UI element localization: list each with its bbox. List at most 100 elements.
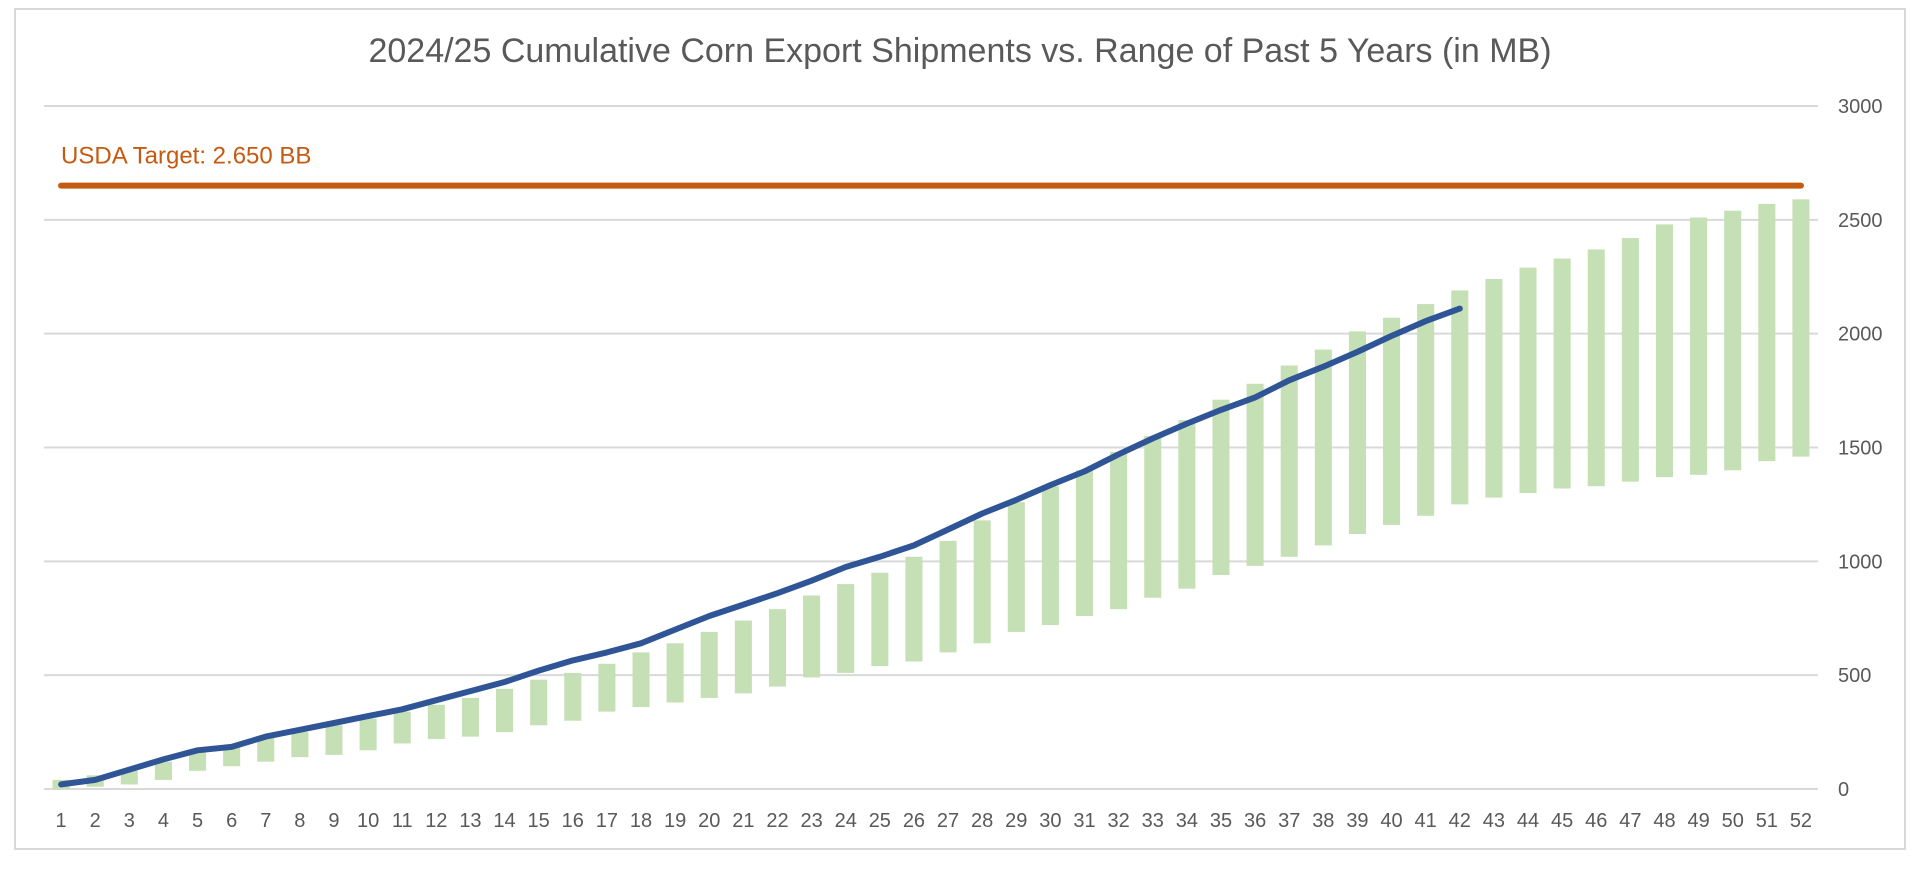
x-tick-label: 5 xyxy=(192,810,203,832)
x-tick-label: 9 xyxy=(328,810,339,832)
range-bar xyxy=(1655,224,1674,478)
target-label: USDA Target: 2.650 BB xyxy=(61,143,311,170)
x-tick-label: 30 xyxy=(1039,810,1061,832)
x-tick-label: 33 xyxy=(1142,810,1164,832)
x-tick-label: 14 xyxy=(493,810,515,832)
range-bar xyxy=(768,609,787,687)
x-axis-ticks: 1 2 3 4 5 6 7 8 9 10 11 12 13 14 15 16 17 18 19 20 21 22 23 24 2… xyxy=(55,810,1812,832)
range-bar xyxy=(461,697,479,737)
range-bar xyxy=(325,725,343,755)
x-tick-label: 47 xyxy=(1619,810,1641,832)
x-tick-label: 46 xyxy=(1585,810,1607,832)
x-tick-label: 12 xyxy=(425,810,447,832)
range-bar xyxy=(564,672,582,721)
x-tick-label: 29 xyxy=(1005,810,1027,832)
x-tick-label: 8 xyxy=(294,810,305,832)
range-bar xyxy=(359,718,377,751)
range-bar xyxy=(188,750,207,771)
x-tick-label: 6 xyxy=(226,810,237,832)
range-bar xyxy=(1553,258,1571,489)
range-bar xyxy=(530,679,548,726)
range-bar xyxy=(803,595,821,678)
x-tick-label: 41 xyxy=(1415,810,1437,832)
x-tick-label: 48 xyxy=(1653,810,1675,832)
x-tick-label: 42 xyxy=(1449,810,1471,832)
x-tick-label: 35 xyxy=(1210,810,1232,832)
range-bar xyxy=(393,711,411,744)
x-tick-label: 22 xyxy=(766,810,788,832)
range-bar xyxy=(1724,210,1742,471)
range-bar xyxy=(1212,399,1230,575)
range-bar xyxy=(1690,217,1708,475)
usda-target: USDA Target: 2.650 BB xyxy=(58,143,1804,189)
range-bar xyxy=(1075,470,1094,616)
x-tick-label: 52 xyxy=(1790,810,1812,832)
y-tick-label: 1000 xyxy=(1838,551,1883,573)
x-tick-label: 38 xyxy=(1312,810,1334,832)
x-tick-label: 45 xyxy=(1551,810,1573,832)
y-tick-label: 0 xyxy=(1838,779,1849,801)
x-tick-label: 19 xyxy=(664,810,686,832)
x-tick-label: 37 xyxy=(1278,810,1300,832)
x-tick-label: 15 xyxy=(528,810,550,832)
range-bar xyxy=(871,572,889,667)
range-bar xyxy=(1587,249,1605,487)
range-bar xyxy=(1007,502,1025,632)
x-tick-label: 23 xyxy=(800,810,822,832)
range-bars xyxy=(52,199,1810,789)
range-bar xyxy=(734,620,752,694)
range-bar xyxy=(1110,452,1128,610)
x-tick-label: 18 xyxy=(630,810,652,832)
range-bar xyxy=(973,520,991,644)
x-tick-label: 4 xyxy=(158,810,169,832)
range-bar xyxy=(939,540,957,653)
range-bar xyxy=(1246,383,1264,566)
x-tick-label: 39 xyxy=(1346,810,1368,832)
y-axis-ticks: 0 500 1000 1500 2000 2500 3000 xyxy=(1838,96,1883,801)
range-bar xyxy=(1280,365,1298,557)
y-tick-label: 1500 xyxy=(1838,438,1883,460)
range-bar xyxy=(837,584,855,673)
x-tick-label: 40 xyxy=(1380,810,1402,832)
range-bar xyxy=(1417,304,1435,516)
range-bar xyxy=(1383,317,1401,525)
x-tick-label: 1 xyxy=(55,810,66,832)
range-bar xyxy=(291,732,309,758)
x-tick-label: 10 xyxy=(357,810,379,832)
x-tick-label: 27 xyxy=(937,810,959,832)
x-tick-label: 28 xyxy=(971,810,993,832)
x-tick-label: 3 xyxy=(124,810,135,832)
x-tick-label: 25 xyxy=(869,810,891,832)
x-tick-label: 24 xyxy=(835,810,857,832)
x-tick-label: 7 xyxy=(260,810,271,832)
y-tick-label: 3000 xyxy=(1838,96,1883,118)
x-tick-label: 49 xyxy=(1687,810,1709,832)
range-bar xyxy=(427,704,445,739)
x-tick-label: 43 xyxy=(1483,810,1505,832)
x-tick-label: 31 xyxy=(1073,810,1095,832)
gridlines xyxy=(44,105,1818,790)
x-tick-label: 32 xyxy=(1108,810,1130,832)
x-tick-label: 11 xyxy=(392,810,413,832)
y-tick-label: 500 xyxy=(1838,665,1871,687)
range-bar xyxy=(1451,290,1469,505)
range-bar xyxy=(1485,279,1503,498)
y-tick-label: 2000 xyxy=(1838,324,1883,346)
range-bar xyxy=(666,643,684,703)
range-bar xyxy=(598,663,616,712)
x-tick-label: 36 xyxy=(1244,810,1266,832)
x-tick-label: 44 xyxy=(1517,810,1539,832)
x-tick-label: 20 xyxy=(698,810,720,832)
x-tick-label: 13 xyxy=(459,810,481,832)
range-bar xyxy=(700,631,718,698)
range-bar xyxy=(1041,486,1059,626)
x-tick-label: 34 xyxy=(1176,810,1198,832)
range-bar xyxy=(1348,331,1366,535)
x-tick-label: 21 xyxy=(732,810,754,832)
range-bar xyxy=(1758,203,1776,462)
range-bar xyxy=(1519,267,1537,494)
range-bar xyxy=(1314,349,1332,546)
range-bar xyxy=(257,736,275,762)
range-bar xyxy=(1178,420,1196,589)
